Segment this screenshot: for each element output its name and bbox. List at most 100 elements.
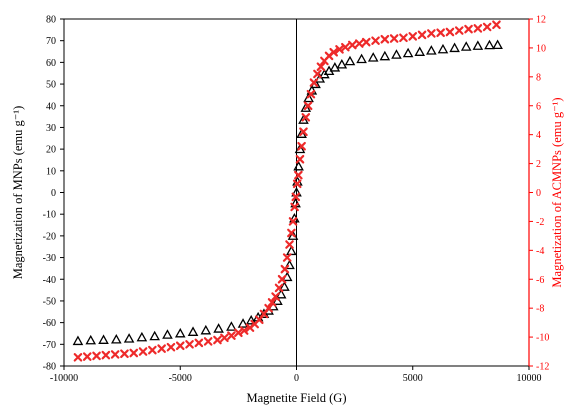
right-y-tick-label: 0 <box>536 188 541 199</box>
left-y-tick-label: 0 <box>51 188 56 199</box>
acmnp-data-point <box>227 331 236 340</box>
x-tick-label: -5000 <box>169 373 192 384</box>
acmnp-data-point <box>306 89 316 99</box>
right-y-tick-label: -8 <box>536 304 544 315</box>
mnp-data-point <box>484 39 495 50</box>
right-y-tick-label: -10 <box>536 333 549 344</box>
acmnp-data-point <box>291 192 301 202</box>
acmnp-data-point <box>194 338 204 348</box>
acmnp-data-point <box>203 337 213 346</box>
mnp-data-point <box>213 323 224 333</box>
mnp-data-point <box>303 92 314 103</box>
acmnp-data-point <box>313 69 322 79</box>
mnp-data-point <box>344 55 356 66</box>
mnp-data-point <box>162 329 173 339</box>
left-y-tick-label: 10 <box>46 166 56 177</box>
right-y-tick-label: 10 <box>536 43 546 54</box>
acmnp-data-point <box>454 26 464 35</box>
x-axis-title: Magnetite Field (G) <box>247 391 347 405</box>
right-y-tick-label: 6 <box>536 101 541 112</box>
acmnp-data-point <box>329 47 338 57</box>
acmnp-data-point <box>175 341 185 351</box>
acmnp-data-point <box>309 78 319 87</box>
acmnp-data-point <box>399 33 408 43</box>
acmnp-data-point <box>288 217 298 226</box>
mnp-data-point <box>437 43 449 54</box>
acmnp-data-point <box>297 141 306 151</box>
acmnp-data-point <box>301 113 311 122</box>
left-y-tick-label: -70 <box>43 340 56 351</box>
acmnp-data-point <box>341 42 350 52</box>
mnp-data-point <box>460 41 472 51</box>
right-y-tick-label: -2 <box>536 217 544 228</box>
acmnp-data-point <box>290 202 299 212</box>
mnp-data-point <box>111 334 122 344</box>
mnp-data-point <box>472 40 484 50</box>
mnp-data-point <box>123 333 135 343</box>
right-y-axis: 12 10 8 6 4 2 0 -2 -4 -6 -8 -10 -12 <box>529 15 549 373</box>
acmnp-data-point <box>445 27 455 37</box>
mnp-data-point <box>187 326 199 336</box>
mnp-data-point <box>293 160 304 171</box>
mnp-data-point <box>136 331 148 342</box>
acmnp-data-point <box>299 127 308 137</box>
left-y-tick-label: -40 <box>43 275 56 286</box>
acmnp-data-point <box>82 352 92 361</box>
mnp-data-point <box>356 53 367 64</box>
mnp-data-point <box>98 334 109 344</box>
acmnp-data-point <box>303 101 313 111</box>
mnp-data-point <box>85 334 97 345</box>
right-y-tick-label: 2 <box>536 159 541 170</box>
acmnp-data-point <box>129 348 139 358</box>
left-y-tick-label: 40 <box>46 101 56 112</box>
acmnp-data-point <box>285 240 294 249</box>
acmnp-data-point <box>408 32 418 41</box>
series-layer <box>72 20 503 362</box>
left-y-tick-label: 50 <box>46 80 56 91</box>
x-tick-label: 5000 <box>403 373 423 384</box>
acmnp-data-point <box>157 344 166 353</box>
acmnp-data-point <box>464 24 473 34</box>
acmnp-data-point <box>110 350 120 359</box>
acmnp-data-point <box>264 303 273 313</box>
mnp-data-point <box>200 324 212 335</box>
left-y-tick-label: 30 <box>46 123 56 134</box>
left-y-tick-label: -10 <box>43 210 56 221</box>
acmnp-data-point <box>239 326 249 335</box>
left-y-tick-label: -60 <box>43 318 56 329</box>
plot-area <box>63 18 530 367</box>
acmnp-data-point <box>282 253 292 262</box>
left-y-tick-label: 70 <box>46 36 56 47</box>
mnp-data-point <box>329 62 341 72</box>
right-y-axis-title: Magnetization of ACMNPs (emu g⁻¹) <box>550 97 564 287</box>
acmnp-data-point <box>138 347 148 356</box>
mnp-data-point <box>414 46 426 56</box>
mnp-data-point <box>72 335 84 346</box>
left-y-tick-label: -80 <box>43 362 56 373</box>
acmnp-data-point <box>220 333 229 343</box>
acmnp-data-point <box>271 292 280 301</box>
acmnp-data-point <box>335 45 344 54</box>
left-y-tick-label: -20 <box>43 231 56 242</box>
left-y-tick-label: -50 <box>43 296 56 307</box>
mnp-data-point <box>391 49 402 59</box>
acmnp-data-point <box>73 353 83 362</box>
left-y-axis-title: Magnetization of MNPs (emu g⁻¹) <box>11 106 25 280</box>
mnp-data-point <box>426 45 437 55</box>
acmnp-data-point <box>417 30 427 40</box>
right-y-tick-label: 12 <box>536 15 546 26</box>
x-tick-label: 0 <box>294 373 299 384</box>
acmnp-data-point <box>287 228 296 238</box>
x-tick-label: 10000 <box>517 373 542 384</box>
mnp-data-point <box>226 321 237 331</box>
acmnp-data-point <box>274 283 284 293</box>
acmnp-data-point <box>213 335 222 345</box>
mnp-data-point <box>245 314 257 325</box>
left-y-tick-label: 80 <box>46 15 56 26</box>
mnp-data-point <box>279 281 290 291</box>
mnp-data-point <box>402 47 414 58</box>
right-y-tick-label: -6 <box>536 275 544 286</box>
left-y-axis: 80 70 60 50 40 30 20 10 0 -10 -20 -30 -40 -50 -60 -70 -8… <box>43 15 64 373</box>
mnp-data-point <box>298 114 309 124</box>
